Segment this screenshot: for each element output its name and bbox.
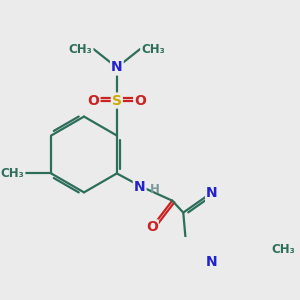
Text: CH₃: CH₃ — [69, 43, 92, 56]
Text: CH₃: CH₃ — [272, 243, 295, 256]
Text: N: N — [206, 255, 218, 269]
Text: O: O — [146, 220, 158, 234]
Text: N: N — [206, 185, 218, 200]
Text: O: O — [134, 94, 146, 107]
Text: CH₃: CH₃ — [1, 167, 24, 180]
Text: N: N — [111, 61, 123, 74]
Text: H: H — [150, 183, 160, 196]
Text: CH₃: CH₃ — [141, 43, 165, 56]
Text: S: S — [112, 94, 122, 107]
Text: N: N — [134, 180, 146, 194]
Text: O: O — [88, 94, 99, 107]
